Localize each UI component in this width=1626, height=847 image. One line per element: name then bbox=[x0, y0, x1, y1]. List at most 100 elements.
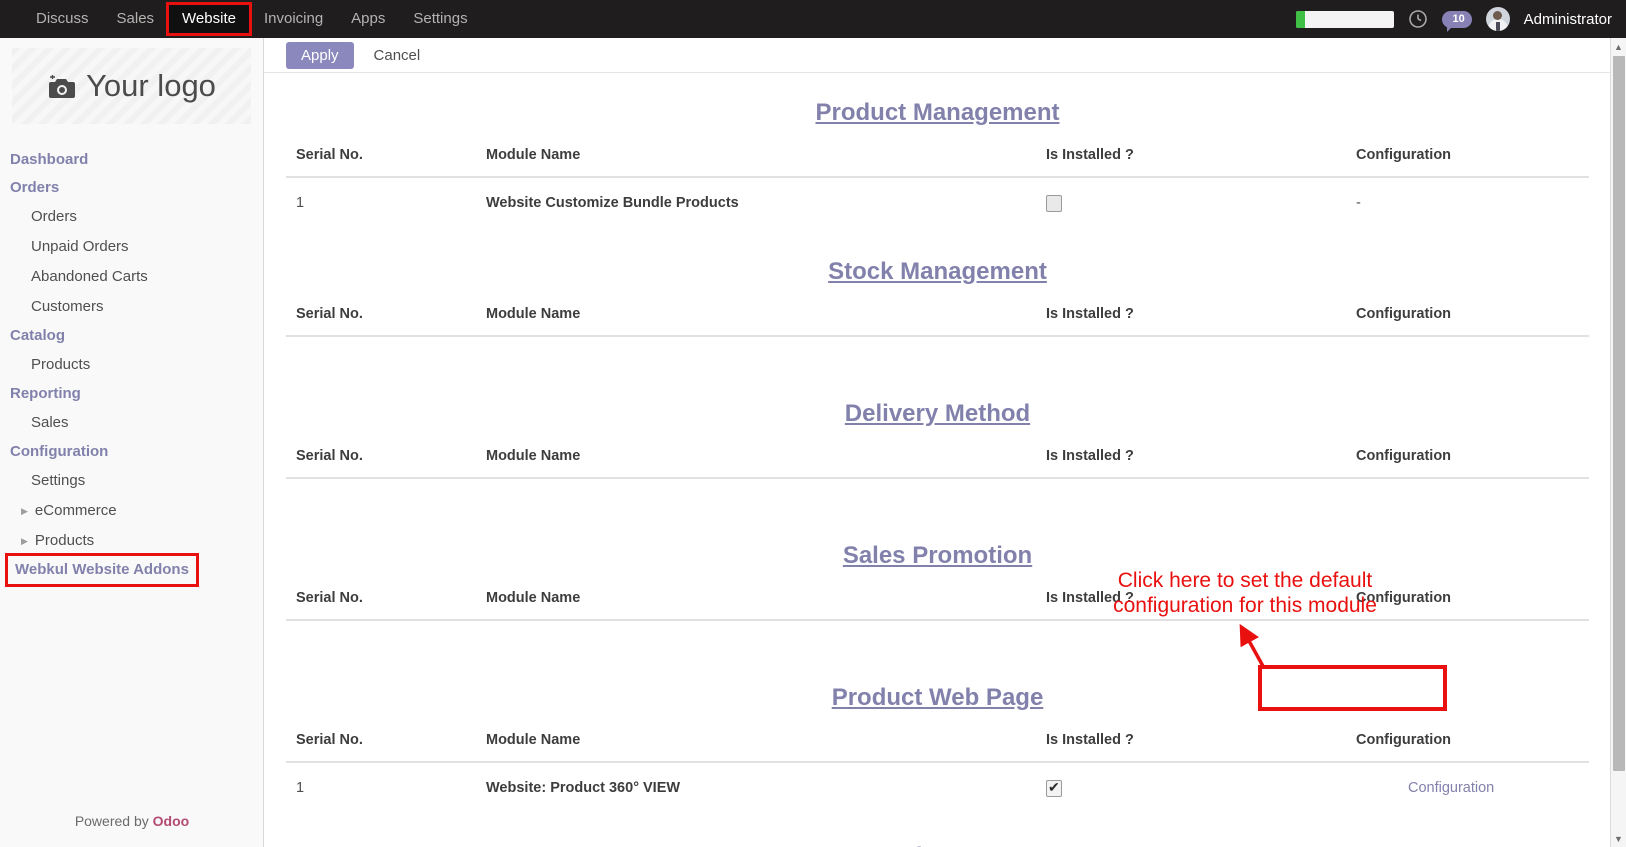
sidebar-item-sales[interactable]: Sales bbox=[31, 414, 69, 431]
sidebar-item-products-config[interactable]: ▶ Products bbox=[0, 526, 263, 556]
sidebar-item-ecommerce[interactable]: ▶ eCommerce bbox=[0, 496, 263, 526]
header-module: Module Name bbox=[486, 444, 1046, 479]
section-product-management: Product Management Serial No. Module Nam… bbox=[286, 73, 1589, 232]
cell-module-name: Website Customize Bundle Products bbox=[486, 195, 739, 211]
section-title[interactable]: Stock Management bbox=[828, 258, 1047, 285]
section-title[interactable]: Delivery Method bbox=[844, 400, 1031, 427]
sidebar: Your logo Dashboard Orders Orders Unpaid… bbox=[0, 38, 264, 847]
header-installed: Is Installed ? bbox=[1046, 586, 1356, 621]
avatar[interactable] bbox=[1485, 7, 1510, 31]
header-configuration: Configuration bbox=[1356, 143, 1589, 178]
powered-by-brand[interactable]: Odoo bbox=[152, 813, 190, 829]
cancel-button[interactable]: Cancel bbox=[362, 42, 433, 69]
sidebar-section-catalog[interactable]: Catalog bbox=[10, 327, 66, 344]
clock-icon[interactable] bbox=[1408, 9, 1428, 29]
header-serial: Serial No. bbox=[286, 586, 486, 621]
main-content: Apply Cancel Product Management Serial N… bbox=[264, 38, 1611, 847]
header-configuration: Configuration bbox=[1356, 302, 1589, 337]
header-configuration: Configuration bbox=[1356, 586, 1589, 621]
scrollbar-thumb[interactable] bbox=[1613, 56, 1625, 771]
topmenu-settings[interactable]: Settings bbox=[413, 10, 468, 27]
topmenu-apps[interactable]: Apps bbox=[351, 10, 386, 27]
sidebar-item-customers[interactable]: Customers bbox=[31, 298, 104, 315]
section-title[interactable]: Product Management bbox=[815, 99, 1060, 126]
configuration-link[interactable]: Configuration bbox=[1408, 780, 1495, 796]
section-delivery-method: Delivery Method Serial No. Module Name I… bbox=[286, 374, 1589, 516]
topmenu-sales[interactable]: Sales bbox=[116, 10, 155, 27]
table-header-row: Serial No. Module Name Is Installed ? Co… bbox=[286, 586, 1589, 621]
header-configuration: Configuration bbox=[1356, 444, 1589, 479]
sidebar-section-dashboard[interactable]: Dashboard bbox=[10, 151, 89, 168]
modules-table: Serial No. Module Name Is Installed ? Co… bbox=[286, 728, 1589, 817]
cell-serial: 1 bbox=[296, 780, 305, 796]
section-web-page: Web Page Serial No. Module Name Is Insta… bbox=[286, 817, 1589, 847]
modules-table: Serial No. Module Name Is Installed ? Co… bbox=[286, 586, 1589, 658]
scroll-down-icon[interactable]: ▼ bbox=[1614, 833, 1623, 844]
header-installed: Is Installed ? bbox=[1046, 302, 1356, 337]
topmenu-discuss[interactable]: Discuss bbox=[36, 10, 89, 27]
cell-installed bbox=[1046, 762, 1356, 817]
sidebar-section-reporting[interactable]: Reporting bbox=[10, 385, 81, 402]
sidebar-item-unpaid-orders[interactable]: Unpaid Orders bbox=[31, 238, 129, 255]
table-header-row: Serial No. Module Name Is Installed ? Co… bbox=[286, 728, 1589, 763]
messages-badge[interactable]: 10 bbox=[1441, 10, 1472, 32]
top-menu: Discuss Sales Website Invoicing Apps Set… bbox=[0, 0, 482, 38]
sidebar-item-orders[interactable]: Orders bbox=[31, 208, 77, 225]
section-title[interactable]: Product Web Page bbox=[831, 684, 1044, 711]
sidebar-item-label: eCommerce bbox=[34, 502, 117, 519]
modules-table: Serial No. Module Name Is Installed ? Co… bbox=[286, 143, 1589, 232]
top-navigation-bar: Discuss Sales Website Invoicing Apps Set… bbox=[0, 0, 1626, 38]
progress-bar bbox=[1295, 10, 1394, 28]
modules-sheet: Product Management Serial No. Module Nam… bbox=[264, 73, 1611, 847]
header-module: Module Name bbox=[486, 143, 1046, 178]
scroll-up-icon[interactable]: ▲ bbox=[1614, 41, 1623, 52]
camera-icon bbox=[47, 73, 77, 99]
sidebar-item-abandoned-carts[interactable]: Abandoned Carts bbox=[31, 268, 148, 285]
topmenu-invoicing[interactable]: Invoicing bbox=[263, 10, 324, 27]
logo-text: Your logo bbox=[86, 68, 216, 103]
table-header-row: Serial No. Module Name Is Installed ? Co… bbox=[286, 302, 1589, 337]
sidebar-section-orders[interactable]: Orders bbox=[10, 179, 60, 196]
header-module: Module Name bbox=[486, 586, 1046, 621]
table-row: 1 Website Customize Bundle Products - bbox=[286, 177, 1589, 232]
section-product-web-page: Product Web Page Serial No. Module Name … bbox=[286, 658, 1589, 817]
sidebar-item-label: Products bbox=[34, 532, 95, 549]
cell-serial: 1 bbox=[296, 195, 305, 211]
powered-by-prefix: Powered by bbox=[74, 813, 153, 829]
action-bar: Apply Cancel bbox=[264, 38, 1611, 73]
empty-body bbox=[286, 478, 1589, 516]
header-serial: Serial No. bbox=[286, 444, 486, 479]
table-header-row: Serial No. Module Name Is Installed ? Co… bbox=[286, 143, 1589, 178]
sidebar-item-products[interactable]: Products bbox=[31, 356, 91, 373]
empty-body bbox=[286, 620, 1589, 658]
header-installed: Is Installed ? bbox=[1046, 728, 1356, 763]
topmenu-website[interactable]: Website bbox=[166, 2, 252, 36]
vertical-scrollbar[interactable]: ▲ ▼ bbox=[1610, 38, 1626, 847]
powered-by: Powered by Odoo bbox=[0, 813, 264, 829]
chevron-right-icon: ▶ bbox=[21, 535, 28, 546]
chevron-right-icon: ▶ bbox=[21, 505, 28, 516]
user-name[interactable]: Administrator bbox=[1523, 10, 1612, 28]
cell-configuration: - bbox=[1356, 195, 1361, 211]
sidebar-section-configuration[interactable]: Configuration bbox=[10, 443, 109, 460]
header-module: Module Name bbox=[486, 302, 1046, 337]
logo-placeholder[interactable]: Your logo bbox=[12, 48, 251, 124]
header-serial: Serial No. bbox=[286, 302, 486, 337]
cell-configuration: Configuration bbox=[1356, 762, 1589, 817]
section-sales-promotion: Sales Promotion Serial No. Module Name I… bbox=[286, 516, 1589, 658]
cell-installed bbox=[1046, 177, 1356, 232]
empty-body bbox=[286, 336, 1589, 374]
header-installed: Is Installed ? bbox=[1046, 444, 1356, 479]
sidebar-item-settings[interactable]: Settings bbox=[31, 472, 86, 489]
section-title[interactable]: Sales Promotion bbox=[842, 542, 1033, 569]
progress-bar-fill bbox=[1295, 10, 1305, 28]
installed-checkbox[interactable] bbox=[1046, 195, 1062, 212]
installed-checkbox[interactable] bbox=[1046, 779, 1062, 797]
table-row: 1 Website: Product 360° VIEW Configurati… bbox=[286, 762, 1589, 817]
sidebar-section-webkul-website-addons[interactable]: Webkul Website Addons bbox=[5, 553, 199, 587]
section-title[interactable]: Web Page bbox=[286, 817, 1589, 847]
header-serial: Serial No. bbox=[286, 728, 486, 763]
apply-button[interactable]: Apply bbox=[286, 41, 354, 69]
header-installed: Is Installed ? bbox=[1046, 143, 1356, 178]
